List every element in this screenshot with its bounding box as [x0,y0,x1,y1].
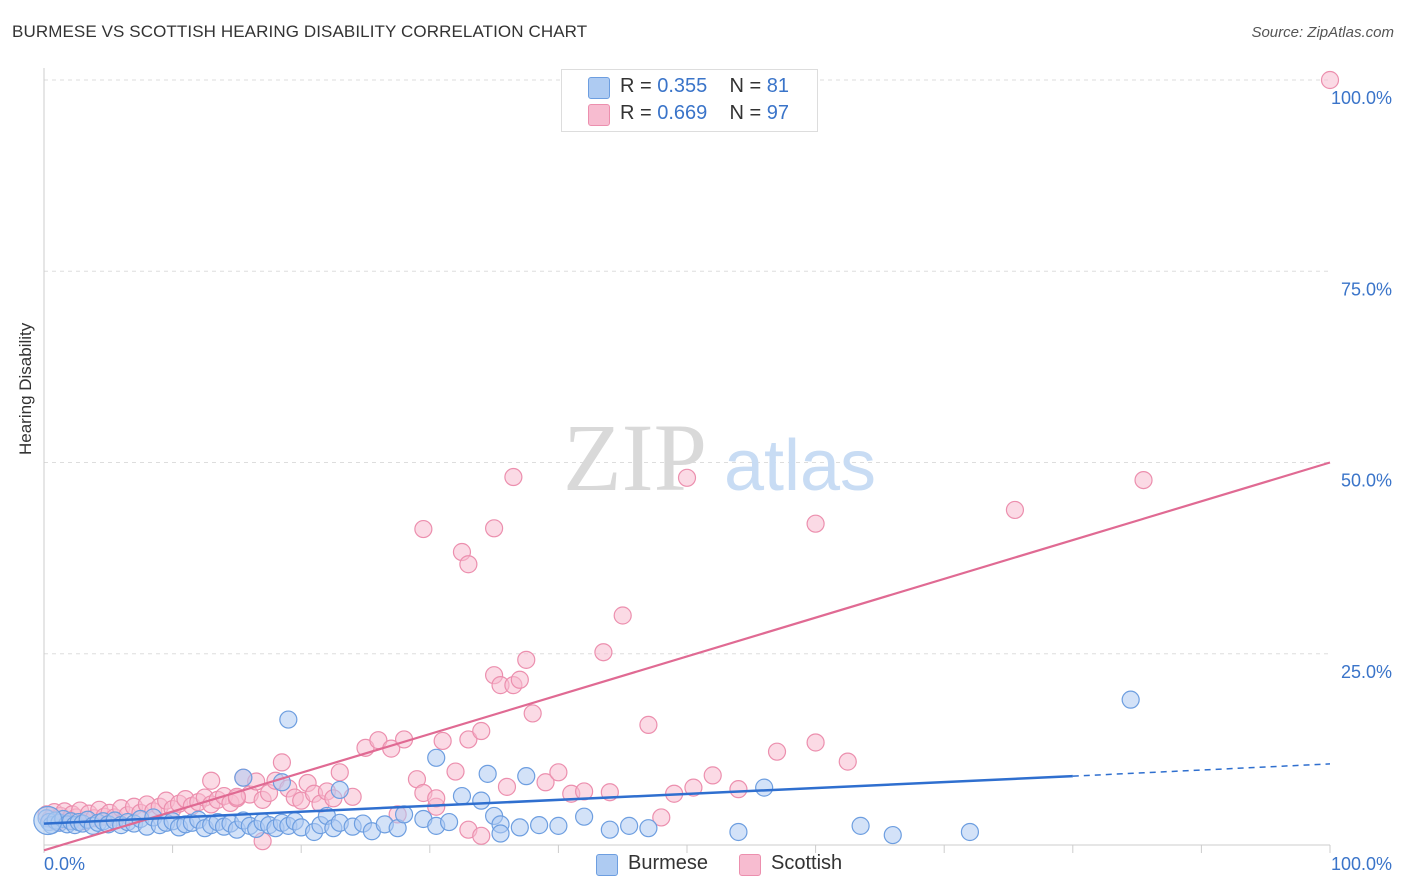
scottish-point [459,555,478,574]
burmese-n-value: 81 [766,75,790,97]
scottish-swatch [588,104,610,126]
burmese-point [960,822,980,842]
burmese-point [620,816,639,835]
scottish-point [1134,470,1153,490]
scottish-point [433,731,452,751]
scottish-point [767,742,787,761]
scottish-point [497,777,517,796]
legend-burmese-text: R = 0.355 N = 81 [620,75,789,98]
scottish-point [427,789,446,808]
scottish-r-value: 0.669 [657,102,708,124]
burmese-point [639,819,658,838]
grid-lines [44,79,1330,655]
scottish-point [613,606,632,625]
burmese-point [575,807,594,826]
burmese-point [510,818,529,837]
scottish-r-label: R = [620,102,658,124]
scottish-n-label: N = [729,102,767,124]
burmese-trend-line [43,774,1073,825]
scottish-point [838,752,857,771]
scottish-point [504,467,523,487]
watermark: ZIP atlas [563,404,876,511]
burmese-point [530,816,549,835]
watermark-zip: ZIP [563,404,707,511]
burmese-n-label: N = [729,75,767,97]
scottish-point [517,650,536,669]
stats-legend: R = 0.355 N = 81 R = 0.669 N = 97 [561,69,818,132]
scottish-point [594,643,613,662]
burmese-point [427,748,446,767]
x-tick-label-min: 0.0% [44,854,85,874]
burmese-r-label: R = [620,75,658,97]
burmese-points [33,690,1140,845]
burmese-point-cluster [33,805,63,836]
scottish-point [703,766,722,785]
burmese-point [755,778,774,797]
scottish-point [677,468,697,487]
scottish-point [485,519,504,538]
scottish-point [414,519,433,539]
tick-labels: 25.0% 50.0% 75.0% 100.0% 0.0% 100.0% [44,88,1392,874]
burmese-r-value: 0.355 [657,75,708,97]
burmese-point [549,816,568,835]
burmese-legend-swatch [596,854,618,876]
burmese-point [1121,690,1140,709]
scottish-point [459,730,478,749]
scottish-point [639,715,658,734]
burmese-point [729,822,748,842]
legend-scottish-text: R = 0.669 N = 97 [620,102,789,125]
burmese-point [330,780,349,800]
source-label: Source: ZipAtlas.com [1251,24,1394,41]
scottish-point [272,753,292,772]
burmese-point [600,820,619,839]
burmese-point [279,710,298,729]
scottish-trend-line [43,461,1331,852]
burmese-trend-extension [1072,763,1331,777]
burmese-point [234,768,253,787]
scottish-legend-swatch [739,854,761,876]
scottish-point [472,826,491,845]
scottish-point [536,773,555,792]
burmese-point [517,767,536,786]
chart-title: BURMESE VS SCOTTISH HEARING DISABILITY C… [12,22,588,41]
burmese-point [478,764,497,783]
burmese-swatch [588,77,610,99]
scottish-point [510,670,529,689]
burmese-point [883,825,902,845]
scottish-point [472,721,491,741]
y-tick-label: 75.0% [1341,279,1392,299]
scottish-point [549,763,568,782]
burmese-point [439,812,459,832]
scottish-point [330,763,349,782]
scottish-legend-label: Scottish [771,852,843,874]
scottish-point [1005,500,1025,520]
y-axis-label: Hearing Disability [16,322,35,455]
scottish-point [523,704,542,723]
trend-lines [43,461,1331,852]
watermark-atlas: atlas [724,426,876,506]
burmese-point [472,791,491,810]
scottish-point [575,782,594,801]
y-tick-label: 50.0% [1341,471,1392,491]
scottish-point [446,762,465,781]
scottish-point [1320,70,1340,90]
scottish-point [652,808,671,827]
scottish-point [806,514,825,533]
scottish-point [806,733,825,752]
burmese-legend-label: Burmese [628,852,709,874]
scottish-point [202,771,221,790]
scottish-point [729,780,748,799]
burmese-point [491,824,510,843]
y-tick-label: 100.0% [1331,88,1392,108]
x-tick-label-max: 100.0% [1331,854,1392,874]
y-tick-label: 25.0% [1341,662,1392,682]
scottish-point [684,778,703,797]
burmese-point [851,816,870,835]
burmese-point [452,786,472,806]
scottish-n-value: 97 [766,102,790,124]
